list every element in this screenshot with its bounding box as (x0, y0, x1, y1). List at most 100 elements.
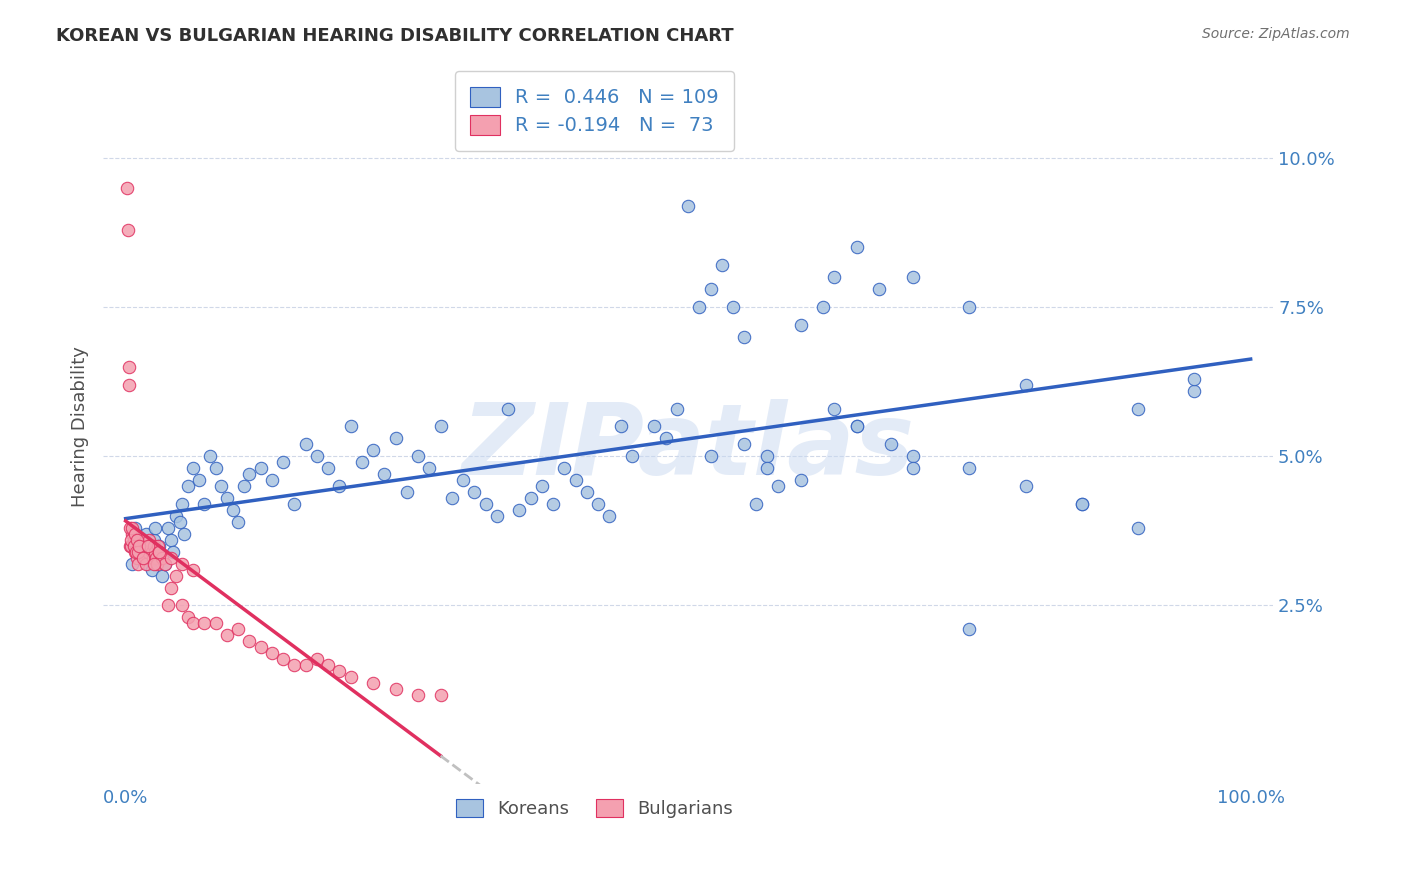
Point (305, 652, 328, 666)
Point (148, 545, 170, 559)
Point (575, 485, 598, 500)
Point (215, 628, 238, 642)
Point (232, 479, 254, 493)
Point (901, 270, 924, 285)
Point (485, 508, 508, 523)
Point (118, 359, 141, 374)
Point (1014, 479, 1036, 493)
Point (124, 521, 146, 535)
Point (339, 670, 361, 684)
Point (463, 485, 485, 500)
Point (845, 419, 868, 434)
Point (162, 545, 184, 559)
Point (146, 557, 169, 571)
Point (429, 688, 451, 702)
Point (165, 568, 187, 582)
Point (451, 473, 474, 487)
Point (361, 443, 384, 458)
Point (845, 240, 868, 254)
Point (193, 616, 215, 631)
Point (238, 467, 260, 482)
Point (142, 557, 165, 571)
Point (271, 455, 294, 469)
Point (157, 521, 180, 535)
Point (249, 461, 271, 475)
Point (122, 533, 145, 547)
Point (586, 497, 609, 511)
Point (283, 497, 305, 511)
Point (142, 533, 165, 547)
Point (209, 479, 232, 493)
Point (115, 181, 138, 195)
Point (1126, 401, 1149, 416)
Point (665, 401, 688, 416)
Point (148, 545, 170, 559)
Point (187, 473, 209, 487)
Point (226, 623, 249, 637)
Point (316, 461, 339, 475)
Point (157, 599, 180, 613)
Point (142, 550, 165, 565)
Point (406, 450, 429, 464)
Point (193, 497, 215, 511)
Point (134, 539, 156, 553)
Point (127, 545, 149, 559)
Point (271, 652, 294, 666)
Point (125, 550, 148, 565)
Point (721, 300, 744, 314)
Point (145, 550, 167, 565)
Point (153, 557, 176, 571)
Point (134, 550, 156, 565)
Point (553, 461, 575, 475)
Point (138, 533, 160, 547)
Point (744, 497, 766, 511)
Point (508, 503, 530, 517)
Point (176, 610, 198, 624)
Point (384, 681, 406, 696)
Point (564, 473, 586, 487)
Point (132, 545, 155, 559)
Point (125, 533, 148, 547)
Point (710, 259, 733, 273)
Point (141, 563, 163, 577)
Point (131, 539, 153, 553)
Point (1126, 521, 1149, 535)
Point (283, 658, 305, 673)
Point (125, 533, 148, 547)
Point (373, 467, 395, 482)
Point (226, 515, 249, 529)
Point (120, 539, 142, 553)
Text: Source: ZipAtlas.com: Source: ZipAtlas.com (1202, 27, 1350, 41)
Point (429, 419, 451, 434)
Point (136, 539, 159, 553)
Point (789, 318, 811, 332)
Point (136, 545, 159, 559)
Point (609, 419, 631, 434)
Point (766, 479, 789, 493)
Point (384, 431, 406, 445)
Point (127, 557, 149, 571)
Point (204, 461, 226, 475)
Point (957, 461, 980, 475)
Point (176, 479, 198, 493)
Point (118, 377, 141, 392)
Point (139, 539, 162, 553)
Point (165, 508, 187, 523)
Point (328, 479, 350, 493)
Point (957, 300, 980, 314)
Point (138, 545, 160, 559)
Point (733, 437, 755, 451)
Point (120, 521, 142, 535)
Point (688, 300, 710, 314)
Point (170, 599, 193, 613)
Point (418, 461, 440, 475)
Point (620, 450, 643, 464)
Point (135, 557, 157, 571)
Point (146, 550, 169, 565)
Point (868, 282, 890, 296)
Point (159, 533, 181, 547)
Point (519, 491, 541, 505)
Point (260, 473, 283, 487)
Point (901, 450, 924, 464)
Point (131, 550, 153, 565)
